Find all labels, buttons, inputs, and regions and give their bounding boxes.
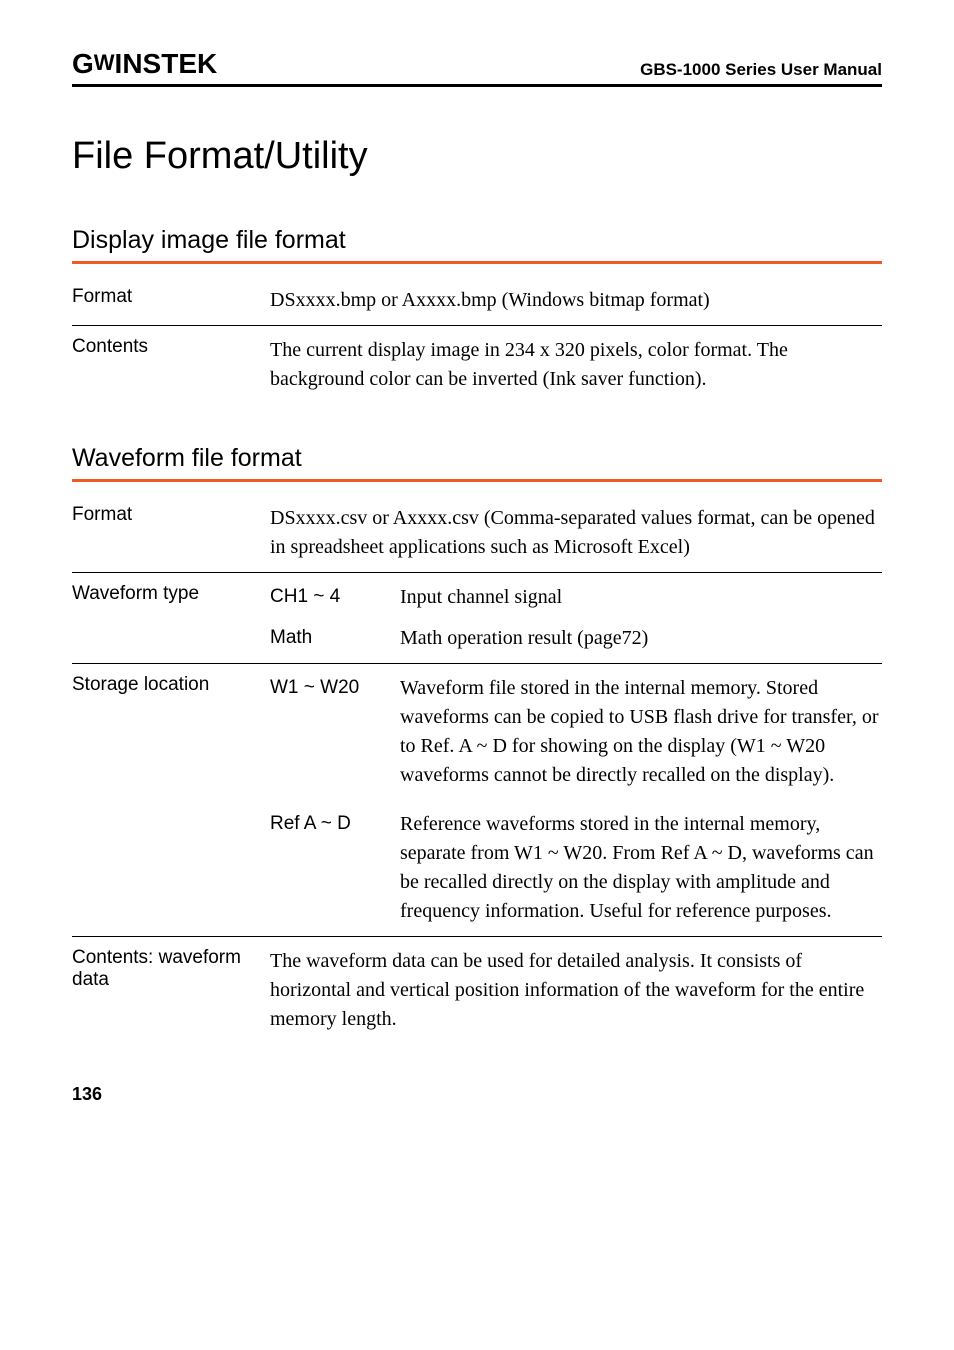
row-storage-location: Storage location W1 ~ W20 Waveform file …: [72, 664, 882, 936]
section-title-display-image: Display image file format: [72, 226, 882, 255]
sublabel-math: Math: [270, 624, 400, 652]
subrow-w1-w20: W1 ~ W20 Waveform file stored in the int…: [270, 674, 882, 804]
logo-text-w: W: [94, 50, 115, 76]
subvalue-math: Math operation result (page72): [400, 624, 882, 653]
value-format-1: DSxxxx.bmp or Axxxx.bmp (Windows bitmap …: [270, 286, 882, 315]
logo-text-g: G: [72, 48, 94, 80]
row-contents-waveform: Contents: waveform data The waveform dat…: [72, 937, 882, 1044]
subvalue-refa-d: Reference waveforms stored in the intern…: [400, 810, 882, 926]
value-waveform-type: CH1 ~ 4 Input channel signal Math Math o…: [270, 583, 882, 663]
label-contents-waveform: Contents: waveform data: [72, 947, 270, 991]
brand-logo: GWINSTEK: [72, 48, 217, 80]
subvalue-w1-w20: Waveform file stored in the internal mem…: [400, 674, 882, 790]
row-format-1: Format DSxxxx.bmp or Axxxx.bmp (Windows …: [72, 276, 882, 325]
label-waveform-type: Waveform type: [72, 583, 270, 605]
label-format-1: Format: [72, 286, 270, 308]
section-title-waveform: Waveform file format: [72, 444, 882, 473]
row-format-2: Format DSxxxx.csv or Axxxx.csv (Comma-se…: [72, 494, 882, 572]
subrow-math: Math Math operation result (page72): [270, 618, 882, 663]
value-contents-1: The current display image in 234 x 320 p…: [270, 336, 882, 394]
label-format-2: Format: [72, 504, 270, 526]
row-waveform-type: Waveform type CH1 ~ 4 Input channel sign…: [72, 573, 882, 663]
divider-orange: [72, 261, 882, 264]
page-number: 136: [72, 1084, 882, 1105]
sublabel-w1-w20: W1 ~ W20: [270, 674, 400, 702]
value-storage-location: W1 ~ W20 Waveform file stored in the int…: [270, 674, 882, 936]
value-format-2: DSxxxx.csv or Axxxx.csv (Comma-separated…: [270, 504, 882, 562]
sublabel-refa-d: Ref A ~ D: [270, 810, 400, 838]
manual-title: GBS-1000 Series User Manual: [640, 60, 882, 80]
sublabel-ch1-4: CH1 ~ 4: [270, 583, 400, 611]
page-title: File Format/Utility: [72, 135, 882, 178]
subrow-ch1-4: CH1 ~ 4 Input channel signal: [270, 583, 882, 618]
value-contents-waveform: The waveform data can be used for detail…: [270, 947, 882, 1034]
subvalue-ch1-4: Input channel signal: [400, 583, 882, 612]
row-contents-1: Contents The current display image in 23…: [72, 326, 882, 404]
label-storage-location: Storage location: [72, 674, 270, 696]
logo-text-instek: INSTEK: [115, 48, 218, 80]
page-header: GWINSTEK GBS-1000 Series User Manual: [72, 48, 882, 87]
subrow-refa-d: Ref A ~ D Reference waveforms stored in …: [270, 804, 882, 936]
label-contents-1: Contents: [72, 336, 270, 358]
divider-orange: [72, 479, 882, 482]
